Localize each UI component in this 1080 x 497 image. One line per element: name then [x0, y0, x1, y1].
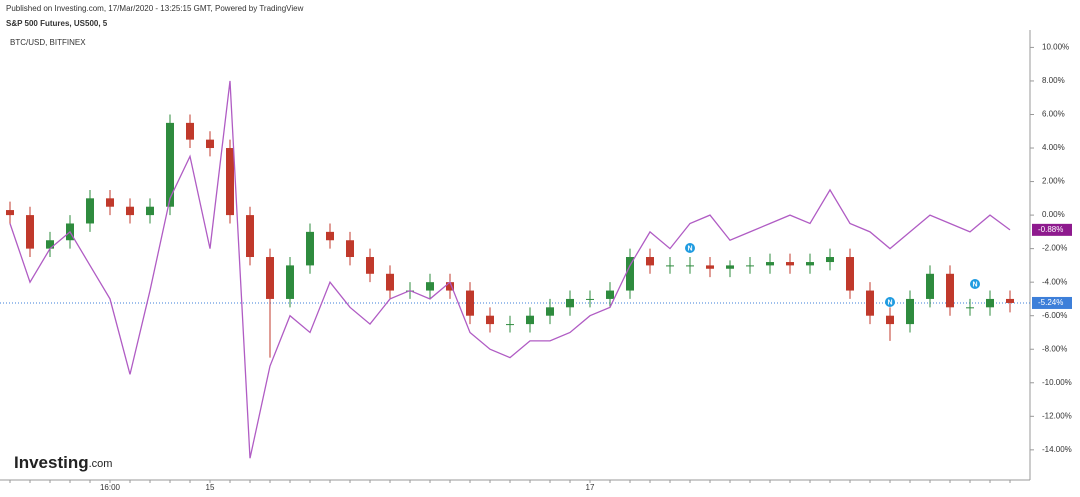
candle-body [826, 257, 834, 263]
candle-body [466, 290, 474, 316]
candle-body [726, 265, 734, 269]
news-marker [885, 297, 895, 307]
news-marker [970, 279, 980, 289]
candle-body [166, 122, 174, 207]
candle-body [886, 315, 894, 325]
candle-body [546, 307, 554, 316]
candle-body [46, 240, 54, 249]
candle-body [586, 298, 594, 300]
candle-body [806, 262, 814, 266]
candle-body [366, 257, 374, 274]
candle-body [706, 265, 714, 269]
candle-body [6, 210, 14, 216]
candle-body [446, 282, 454, 291]
candle-body [506, 324, 514, 326]
candle-body [126, 206, 134, 216]
candle-body [666, 265, 674, 267]
y-tick-label: -4.00% [1042, 277, 1067, 286]
candle-body [766, 262, 774, 266]
candle-body [526, 315, 534, 325]
published-note: Published on Investing.com, 17/Mar/2020 … [6, 4, 304, 13]
news-marker [685, 243, 695, 253]
candle-body [866, 290, 874, 316]
candle-body [686, 265, 694, 267]
x-tick-label: 15 [206, 483, 215, 492]
last-value-label: -0.88% [1038, 225, 1063, 234]
candle-body [906, 298, 914, 325]
y-tick-label: -2.00% [1042, 244, 1067, 253]
y-tick-label: 0.00% [1042, 210, 1065, 219]
news-label: N [687, 245, 692, 252]
y-tick-label: -8.00% [1042, 344, 1067, 353]
candle-body [426, 282, 434, 291]
news-label: N [887, 299, 892, 306]
candle-body [346, 240, 354, 258]
candle-body [926, 273, 934, 299]
series-title: BTC/USD, BITFINEX [10, 38, 86, 47]
y-tick-label: 2.00% [1042, 177, 1065, 186]
candle-body [946, 273, 954, 308]
candle-body [106, 198, 114, 207]
candle-body [846, 257, 854, 291]
y-tick-label: -10.00% [1042, 378, 1072, 387]
line [9, 80, 1011, 459]
candle-body [786, 262, 794, 266]
candle-body [486, 315, 494, 325]
candle-body [386, 273, 394, 291]
candle-body [606, 290, 614, 299]
candle-body [246, 215, 254, 258]
candle-body [26, 215, 34, 249]
candle-body [746, 265, 754, 267]
candle-body [306, 231, 314, 266]
candle-body [266, 257, 274, 299]
y-tick-label: -12.00% [1042, 411, 1072, 420]
y-tick-label: -6.00% [1042, 311, 1067, 320]
series-title: S&P 500 Futures, US500, 5 [6, 19, 108, 28]
y-tick-label: 6.00% [1042, 110, 1065, 119]
candle-body [966, 307, 974, 309]
candle-body [206, 139, 214, 149]
candle-body [566, 298, 574, 308]
y-tick-label: -14.00% [1042, 445, 1072, 454]
candle-body [286, 265, 294, 299]
last-value-label: -5.24% [1038, 298, 1063, 307]
candle-body [326, 231, 334, 241]
candle-body [226, 148, 234, 216]
news-label: N [972, 281, 977, 288]
logo: Investing.com [14, 453, 112, 472]
logo-suffix: .com [89, 458, 113, 470]
y-tick-label: 10.00% [1042, 43, 1069, 52]
candle-body [186, 122, 194, 140]
last-value-box [1032, 223, 1072, 236]
candle-body [626, 257, 634, 291]
y-tick-label: 4.00% [1042, 143, 1065, 152]
candle-body [86, 198, 94, 224]
logo-text: Investing [14, 453, 89, 472]
candle-body [146, 206, 154, 216]
y-tick-label: 8.00% [1042, 76, 1065, 85]
candle-body [646, 257, 654, 266]
x-tick-label: 17 [586, 483, 595, 492]
candle-body [1006, 298, 1014, 303]
x-tick-label: 16:00 [100, 483, 121, 492]
candle-body [986, 298, 994, 308]
last-value-box [1032, 296, 1072, 309]
